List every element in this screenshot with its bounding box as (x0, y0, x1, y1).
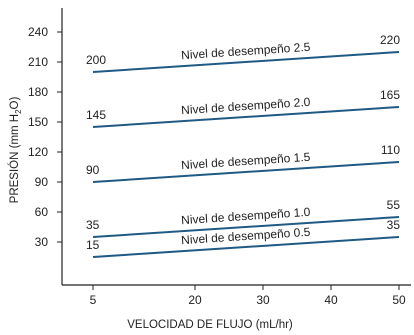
y-axis-title-main: PRESIÓN (mm H (8, 114, 21, 203)
series-start-label: 90 (86, 163, 100, 177)
y-axis-title: PRESIÓN (mm H2O) (8, 96, 23, 203)
y-tick-label: 60 (35, 205, 49, 219)
series-start-label: 15 (86, 238, 100, 252)
y-tick-label: 240 (28, 25, 48, 39)
series-line (92, 216, 400, 238)
series-start-label: 200 (86, 53, 106, 67)
y-tick-label: 150 (28, 115, 48, 129)
y-axis-title-subscript: 2 (14, 109, 23, 114)
series-end-label: 165 (380, 88, 400, 102)
series-start-label: 145 (86, 108, 106, 122)
series-line (92, 51, 400, 73)
x-tick-label: 50 (392, 293, 406, 307)
y-tick-label: 210 (28, 55, 48, 69)
y-tick-label: 180 (28, 85, 48, 99)
series-start-label: 35 (86, 218, 100, 232)
series-end-label: 110 (381, 143, 400, 157)
y-axis-ticks: 30 60 90 120 150 180 210 240 (28, 25, 62, 249)
y-axis-title-end: O) (9, 96, 21, 109)
x-axis-title: VELOCIDAD DE FLUJO (mL/hr) (127, 319, 293, 331)
x-axis-ticks: 5 20 30 40 50 (90, 285, 406, 307)
series-line (92, 236, 400, 258)
x-tick-label: 20 (188, 293, 202, 307)
series-line (92, 161, 400, 183)
y-tick-label: 90 (35, 175, 49, 189)
series-end-label: 55 (387, 198, 401, 212)
x-tick-label: 5 (90, 293, 97, 307)
axes (61, 8, 411, 286)
series-end-label: 220 (380, 33, 400, 47)
x-tick-label: 40 (324, 293, 338, 307)
series-end-label: 35 (387, 218, 401, 232)
x-tick-label: 30 (256, 293, 270, 307)
series-line (92, 106, 400, 128)
y-tick-label: 120 (28, 145, 48, 159)
y-tick-label: 30 (35, 235, 49, 249)
